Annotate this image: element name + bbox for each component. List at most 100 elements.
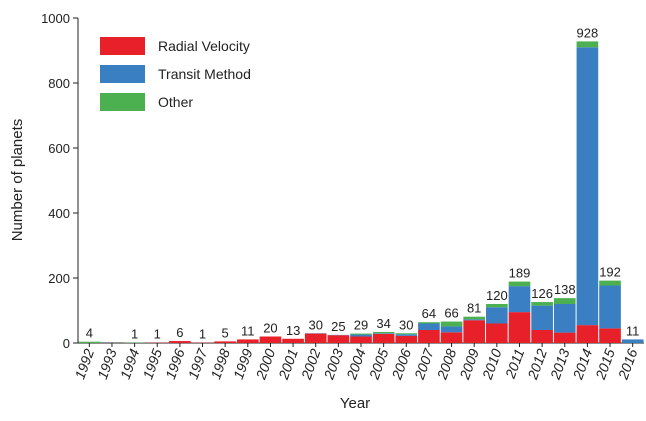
x-tick-label: 2016 — [614, 346, 640, 382]
x-tick-label: 2007 — [411, 345, 437, 382]
bar-segment — [441, 322, 463, 327]
y-tick-label: 600 — [48, 141, 70, 156]
bar-segment — [441, 326, 463, 332]
bar-segment — [531, 302, 553, 306]
total-label: 1 — [154, 327, 161, 342]
x-tick-label: 2009 — [456, 346, 482, 382]
total-label: 66 — [444, 306, 458, 321]
total-label: 81 — [467, 301, 481, 316]
total-label: 20 — [263, 321, 277, 336]
bar-segment — [282, 339, 304, 343]
y-tick-label: 400 — [48, 206, 70, 221]
total-label: 6 — [176, 325, 183, 340]
bar-segment — [599, 328, 621, 343]
bar-segment — [373, 332, 395, 333]
y-axis-label: Number of planets — [9, 119, 26, 242]
bar-segment — [418, 324, 440, 331]
bar-segment — [350, 334, 372, 335]
x-tick-label: 2015 — [592, 346, 618, 382]
y-tick-label: 200 — [48, 271, 70, 286]
bar-segment — [463, 319, 485, 320]
legend-label: Other — [158, 94, 193, 110]
x-tick-label: 2003 — [320, 346, 346, 382]
bar-segment — [214, 341, 236, 343]
legend-swatch — [100, 93, 145, 111]
total-label: 13 — [286, 323, 300, 338]
legend-label: Transit Method — [158, 66, 251, 82]
bar-segment — [486, 304, 508, 307]
x-tick-label: 2005 — [365, 346, 391, 382]
x-tick-label: 2012 — [524, 346, 550, 382]
total-label: 928 — [577, 25, 599, 40]
total-label: 11 — [626, 323, 640, 338]
total-label: 25 — [331, 319, 345, 334]
legend-swatch — [100, 37, 145, 55]
total-label: 11 — [241, 323, 255, 338]
total-label: 126 — [531, 286, 553, 301]
total-label: 192 — [599, 265, 621, 280]
x-tick-label: 2014 — [569, 346, 595, 382]
bar-segment — [305, 334, 327, 343]
bar-segment — [486, 307, 508, 323]
x-tick-label: 2010 — [479, 346, 505, 382]
x-tick-label: 2002 — [298, 346, 324, 382]
bar-segment — [599, 281, 621, 286]
bar-segment — [531, 306, 553, 330]
y-tick-label: 0 — [63, 336, 70, 351]
bar-segment — [260, 337, 282, 344]
bar-segment — [350, 335, 372, 337]
legend-swatch — [100, 65, 145, 83]
bar-segment — [441, 332, 463, 343]
bar-segment — [418, 330, 440, 343]
bar-segment — [373, 333, 395, 334]
bar-segment — [350, 337, 372, 344]
bar-segment — [395, 333, 417, 334]
bar-segment — [395, 336, 417, 343]
bar-segment — [79, 342, 101, 343]
x-tick-label: 2008 — [433, 346, 459, 382]
bar-segment — [509, 282, 531, 287]
x-axis-label: Year — [340, 395, 370, 412]
bar-segment — [418, 322, 440, 323]
total-label: 30 — [399, 317, 413, 332]
total-label: 138 — [554, 282, 576, 297]
bar-segment — [577, 47, 599, 325]
bar-segment — [509, 286, 531, 312]
bar-segment — [169, 341, 191, 343]
total-label: 120 — [486, 288, 508, 303]
x-tick-label: 2000 — [252, 346, 278, 382]
bar-segment — [509, 312, 531, 343]
y-tick-label: 1000 — [41, 11, 70, 26]
bar-segment — [577, 41, 599, 47]
bar-segment — [328, 335, 350, 343]
bar-segment — [237, 339, 259, 343]
bar-segment — [554, 298, 576, 304]
y-tick-label: 800 — [48, 76, 70, 91]
total-label: 29 — [354, 318, 368, 333]
x-tick-label: 2001 — [275, 347, 301, 383]
total-label: 5 — [222, 325, 229, 340]
bar-segment — [531, 330, 553, 343]
bar-segment — [599, 285, 621, 328]
x-tick-label: 2013 — [547, 346, 573, 382]
bar-segment — [486, 324, 508, 344]
total-label: 64 — [422, 306, 436, 321]
bar-segment — [577, 325, 599, 343]
total-label: 4 — [86, 326, 93, 341]
x-tick-label: 2006 — [388, 346, 414, 382]
bar-segment — [463, 317, 485, 320]
total-label: 30 — [308, 317, 322, 332]
legend-label: Radial Velocity — [158, 38, 250, 54]
total-label: 34 — [376, 316, 390, 331]
bar-segment — [554, 304, 576, 333]
bar-segment — [463, 320, 485, 343]
total-label: 1 — [131, 327, 138, 342]
total-label: 189 — [509, 266, 531, 281]
total-label: 1 — [199, 327, 206, 342]
x-tick-label: 2004 — [343, 346, 369, 382]
bar-segment — [373, 334, 395, 343]
bar-segment — [395, 334, 417, 336]
bar-segment — [622, 339, 644, 343]
bar-segment — [554, 333, 576, 343]
